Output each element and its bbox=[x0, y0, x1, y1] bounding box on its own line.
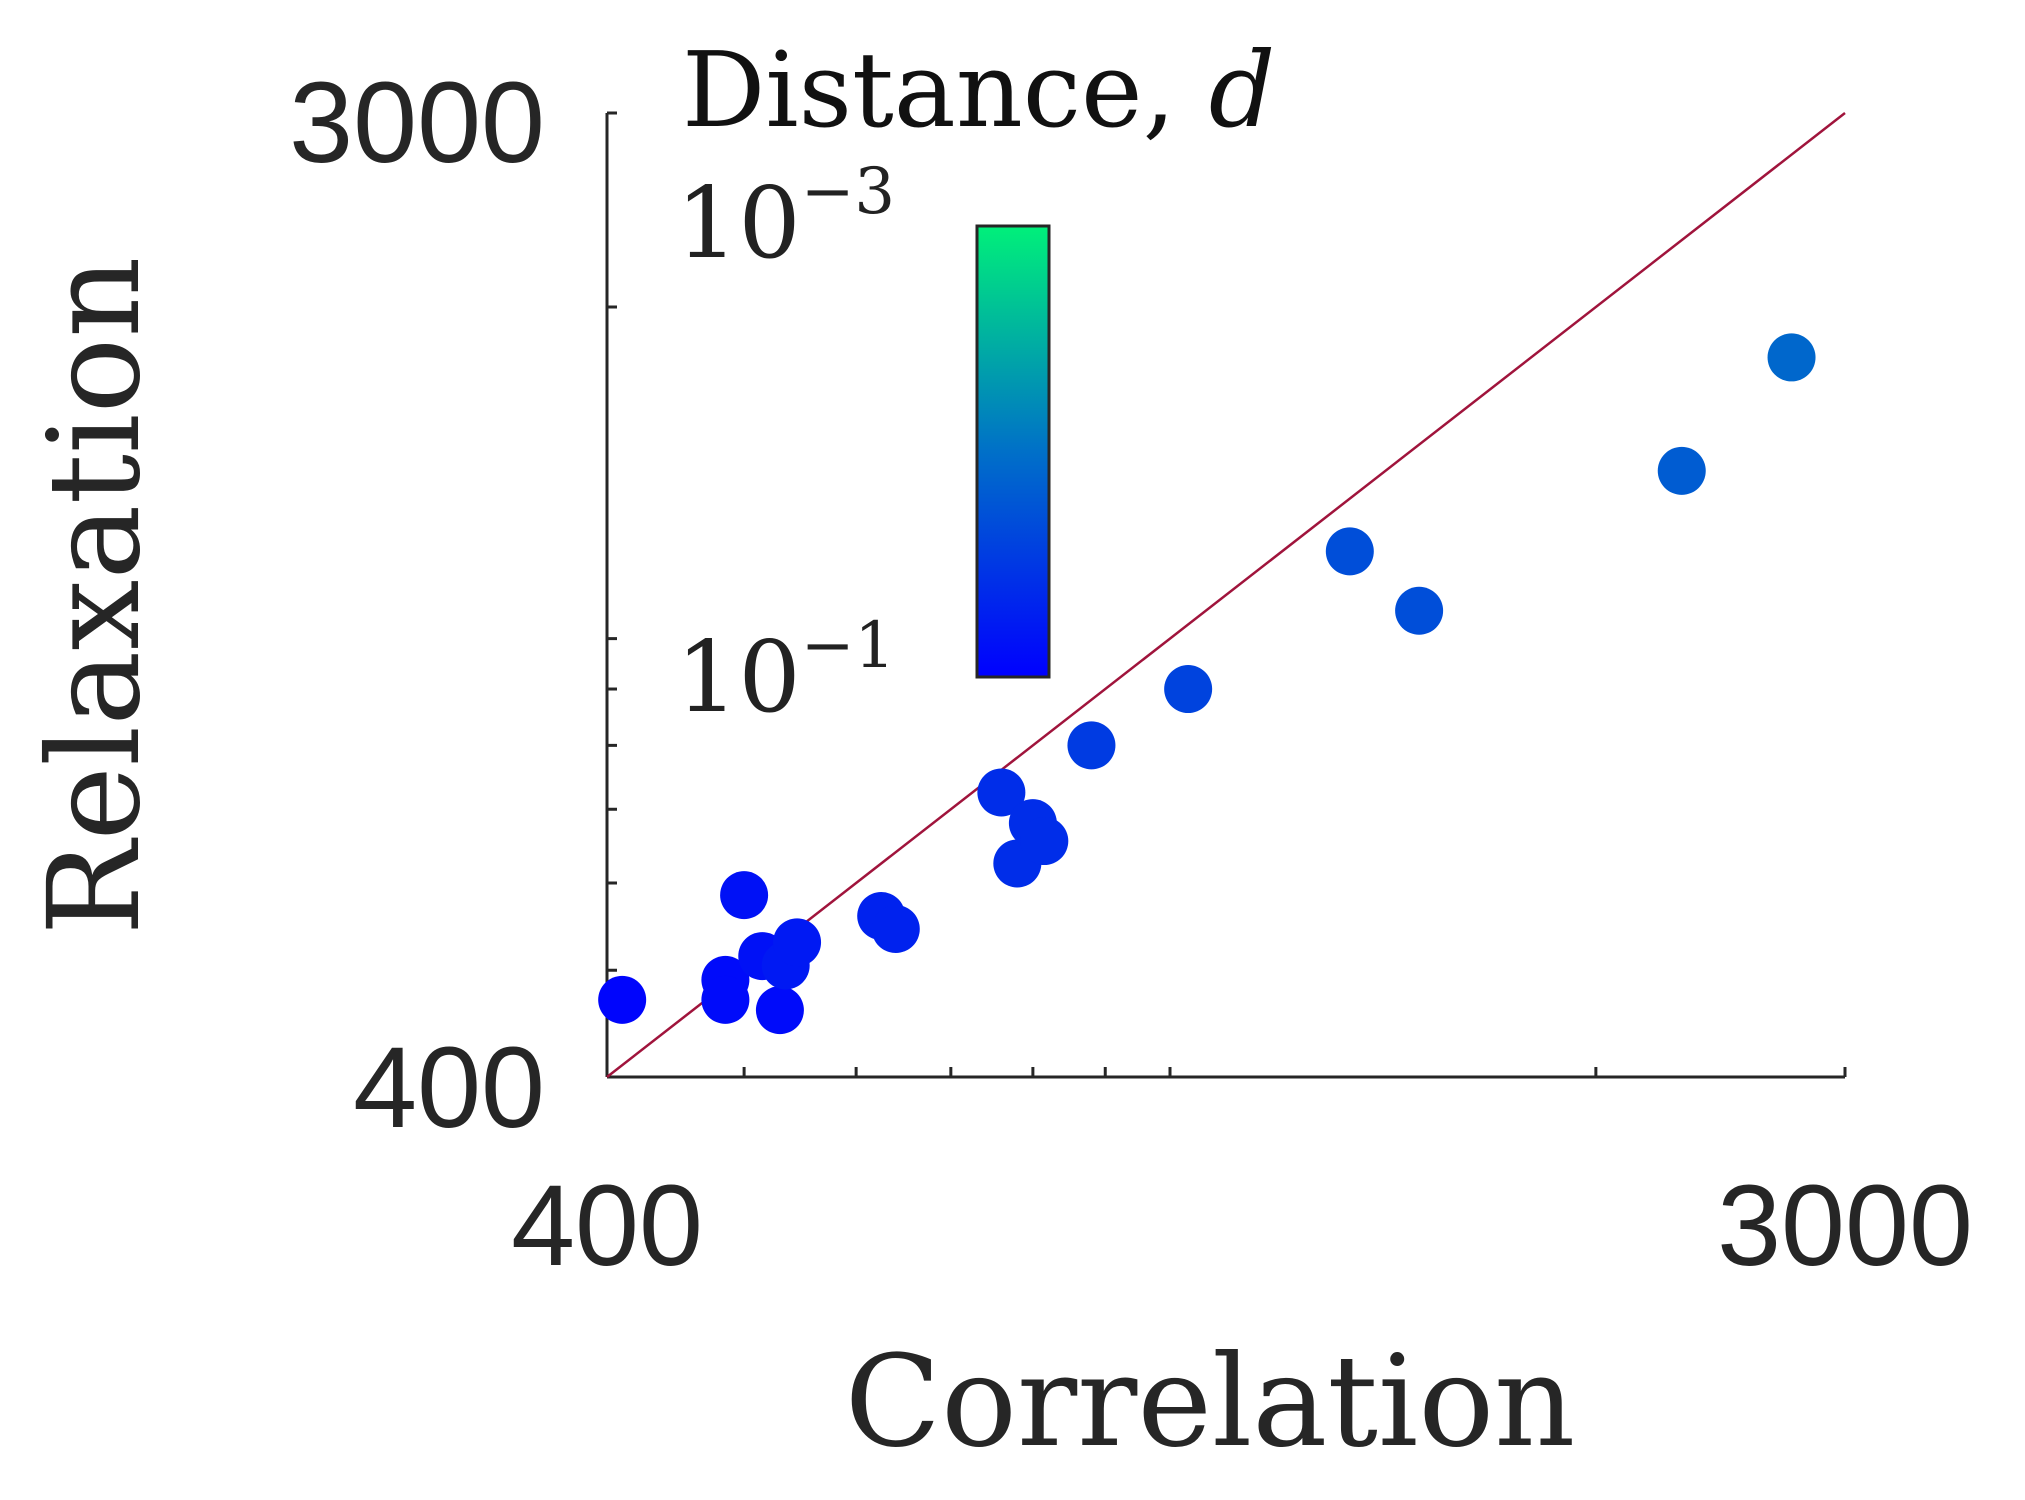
data-point-1 bbox=[598, 975, 647, 1024]
data-point-6 bbox=[755, 986, 804, 1035]
data-point-3 bbox=[701, 975, 750, 1024]
x-axis-label: Correlation bbox=[845, 1328, 1576, 1475]
colorbar-gradient bbox=[975, 224, 1051, 679]
data-point-8 bbox=[773, 918, 822, 967]
colorbar-bottom-label: 10−1 bbox=[676, 609, 895, 735]
data-points bbox=[598, 333, 1816, 1035]
x-tick-label-left: 400 bbox=[511, 1162, 703, 1290]
data-point-15 bbox=[1067, 721, 1116, 770]
data-point-20 bbox=[1767, 333, 1816, 382]
y-tick-label-bottom: 400 bbox=[353, 1024, 545, 1152]
data-point-19 bbox=[1657, 446, 1706, 495]
data-point-18 bbox=[1395, 586, 1444, 635]
data-point-16 bbox=[1164, 665, 1213, 714]
y-tick-label-top: 3000 bbox=[289, 59, 545, 187]
colorbar-top-label: 10−3 bbox=[676, 155, 895, 281]
identity-reference-line bbox=[606, 112, 1846, 1078]
y-axis-label: Relaxation bbox=[21, 257, 168, 936]
data-point-14 bbox=[1020, 817, 1069, 866]
colorbar-title: Distance, d bbox=[682, 29, 1275, 151]
data-point-10 bbox=[871, 905, 920, 954]
data-point-17 bbox=[1325, 527, 1374, 576]
x-tick-label-right: 3000 bbox=[1717, 1162, 1973, 1290]
data-point-4 bbox=[720, 871, 769, 920]
data-point-11 bbox=[977, 768, 1026, 817]
plot-axes bbox=[605, 111, 1847, 1079]
